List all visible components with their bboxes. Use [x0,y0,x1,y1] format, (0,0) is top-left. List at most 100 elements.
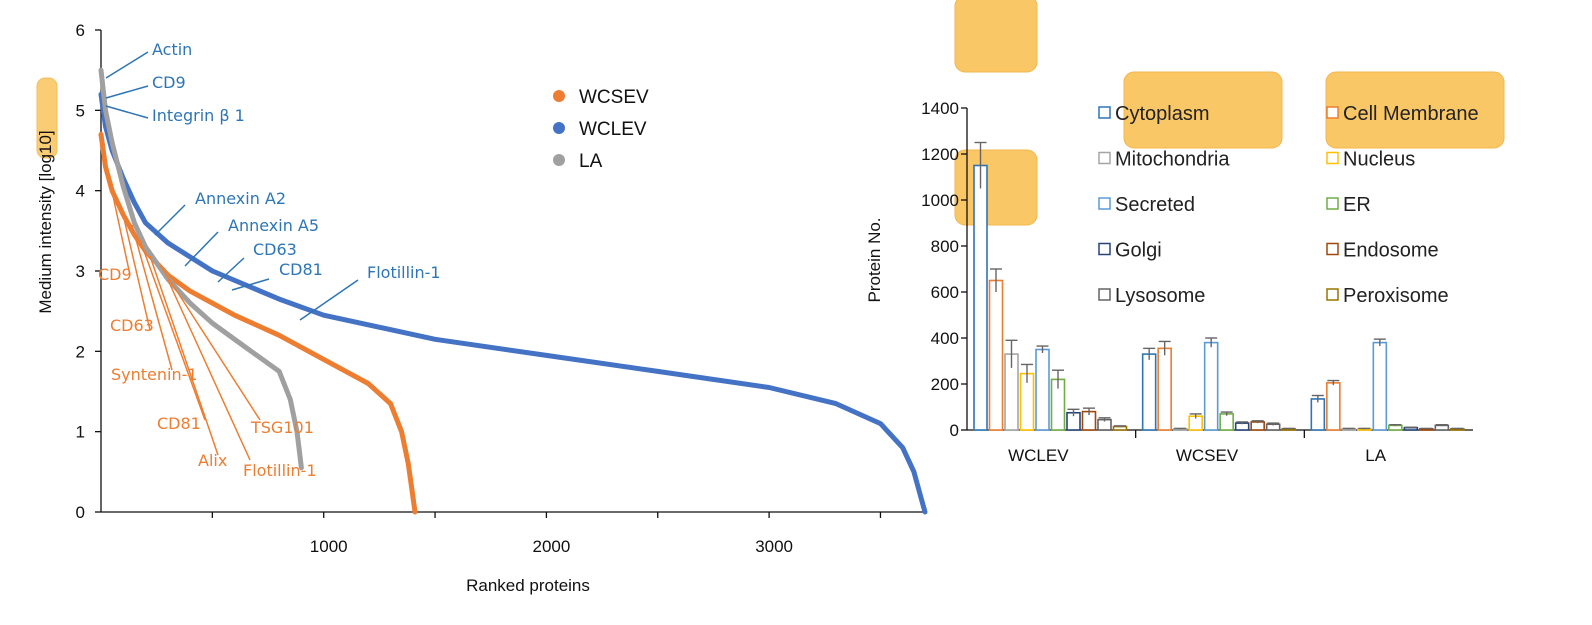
y-tick-label: 1200 [921,145,959,164]
highlight-box [1123,71,1283,149]
legend-label: Cytoplasm [1115,103,1209,125]
y-tick-label: 4 [76,182,85,201]
legend-marker [553,154,565,166]
y-tick-label: 800 [931,237,959,256]
annotation-label: CD63 [253,240,297,259]
y-tick-label: 400 [931,329,959,348]
legend-label: Mitochondria [1115,149,1230,171]
y-tick-label: 200 [931,375,959,394]
ranked-proteins-chart: 0 1 2 3 4 5 6 1000 2000 3000 Actin CD9 Integrin β … [36,21,928,595]
y-tick-label: 6 [76,21,85,40]
y-tick-label: 1400 [921,99,959,118]
x-tick-label: WCSEV [1176,446,1239,465]
y-axis-title: Medium intensity [log10] [36,130,55,313]
legend-label: WCSEV [579,87,649,108]
bar-cell-membrane [1157,347,1172,431]
bar-endosome [1250,421,1265,431]
legend-marker [1098,288,1111,301]
y-axis-title: Protein No. [865,217,884,302]
y-tick-label: 0 [950,421,959,440]
legend-label: Nucleus [1343,149,1415,171]
annotation-leader-line [139,239,206,421]
annotation-label: Syntenin-1 [111,365,198,384]
annotation-leader-line [121,209,151,331]
y-tick-label: 2 [76,342,85,361]
annotation-leader-line [231,278,270,291]
localization-bar-chart: 0 200 400 600 800 1000 1200 1400 WCLEV WCSEV LA C… [865,0,1505,465]
legend-marker [1326,197,1339,210]
legend-marker [1098,151,1111,165]
highlight-box [954,0,1038,73]
y-tick-label: 600 [931,283,959,302]
legend-marker [1326,242,1339,256]
legend-label: ER [1343,194,1371,216]
x-tick-label: 1000 [310,537,348,556]
x-tick-label: LA [1365,446,1386,465]
annotation-leader-line [149,255,219,456]
annotation-label: Alix [198,451,227,470]
legend-label: Secreted [1115,194,1195,216]
annotation-label: CD9 [152,73,186,92]
highlight-box [1325,71,1505,149]
annotation-label: Flotillin-1 [367,263,441,282]
annotation-leader-line [299,279,359,321]
x-tick-label: WCLEV [1008,446,1069,465]
legend-marker [1326,151,1339,165]
annotation-leader-line [167,279,251,461]
bar-cytoplasm [1141,353,1157,431]
annotation-label: Integrin β 1 [152,106,245,125]
annotation-label: CD81 [157,414,201,433]
y-tick-label: 1000 [921,191,959,210]
x-tick-label: 3000 [755,537,793,556]
x-axis-title: Ranked proteins [466,576,590,595]
legend-label: Endosome [1343,240,1439,262]
legend-marker [553,122,565,134]
legend-marker [553,90,565,102]
annotation-label: CD9 [98,265,132,284]
y-tick-label: 0 [76,503,85,522]
bar-er [1219,413,1234,431]
bar-secreted [1203,341,1219,431]
legend-marker [1326,106,1339,119]
annotation-label: TSG101 [250,418,314,437]
legend-label: Cell Membrane [1343,103,1479,125]
legend-marker [1326,288,1339,301]
annotation-leader-line [159,264,261,421]
annotation-leader-line [112,195,131,276]
legend-label: Peroxisome [1343,285,1449,307]
legend-marker [1098,106,1111,119]
legend-label: Lysosome [1115,285,1205,307]
series-line-wclev [98,91,928,515]
legend-label: LA [579,151,603,172]
y-tick-label: 1 [76,423,85,442]
annotation-label: Annexin A5 [228,216,319,235]
legend-marker [1098,197,1111,210]
bar-cytoplasm [973,164,988,431]
highlight-box [36,77,58,159]
annotation-label: Annexin A2 [195,189,286,208]
annotation-leader-line [154,204,186,236]
highlight-box [36,77,58,159]
annotation-label: CD81 [279,260,323,279]
bar-secreted [1035,348,1050,431]
bar-cell-membrane [1326,382,1341,431]
bar-cytoplasm [1310,398,1326,431]
y-tick-label: 5 [76,101,85,120]
y-tick-label: 3 [76,262,85,281]
legend-label: Golgi [1115,240,1162,262]
series-line-wcsev [98,131,418,515]
legend-label: WCLEV [579,119,647,140]
annotation-label: Flotillin-1 [243,461,317,480]
annotation-leader-line [105,105,149,119]
bar-secreted [1372,341,1388,431]
annotation-leader-line [217,257,245,283]
annotation-label: CD63 [110,316,154,335]
annotation-leader-line [105,85,149,99]
bar-cell-membrane [988,279,1004,431]
x-tick-label: 2000 [532,537,570,556]
series-line-la [98,67,304,471]
legend-marker [1098,242,1111,256]
annotation-label: Actin [152,40,192,59]
annotation-leader-line [131,224,173,371]
